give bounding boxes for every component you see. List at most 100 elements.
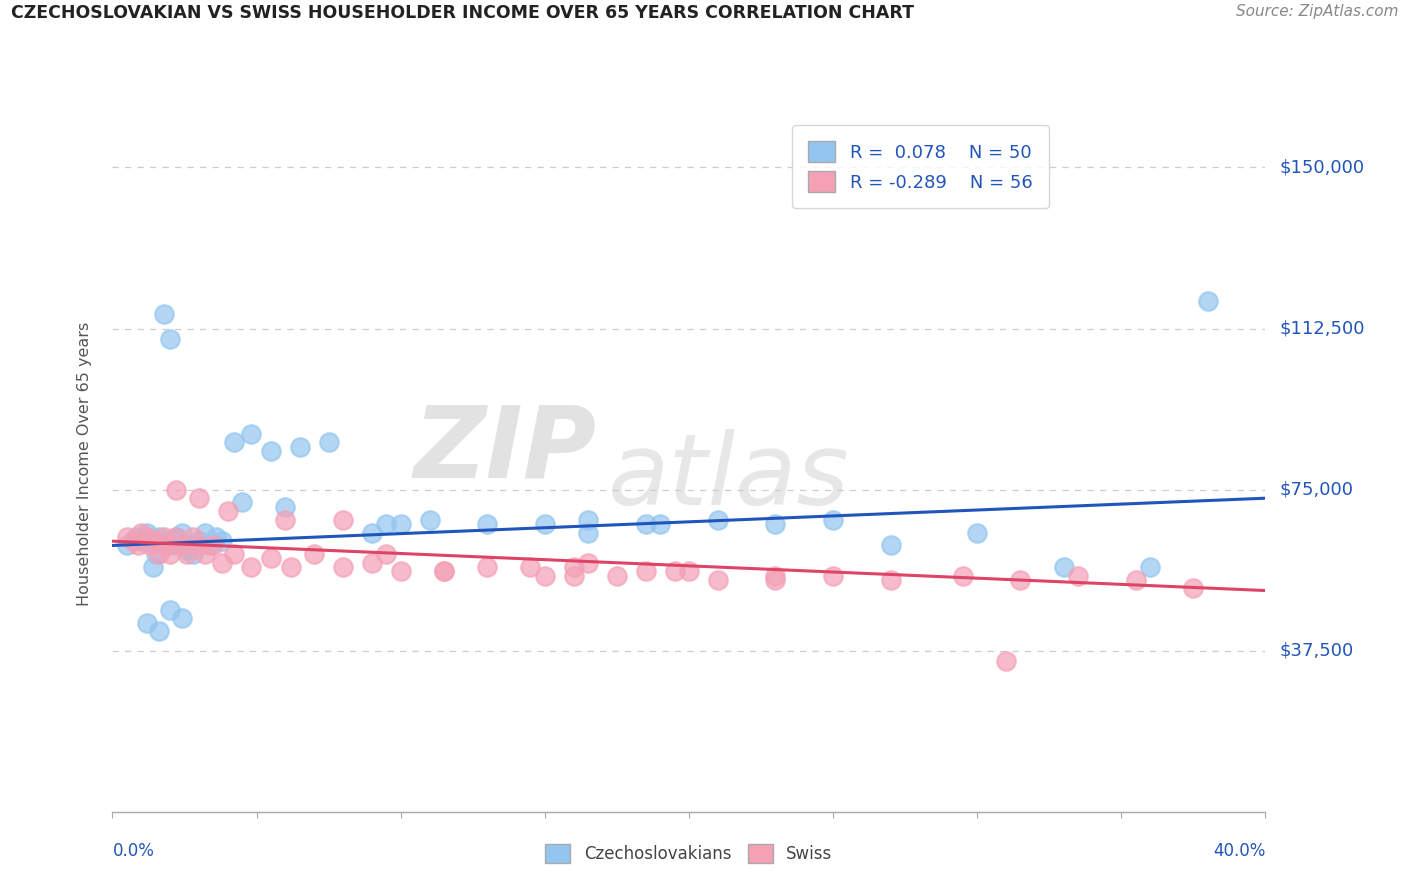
- Point: [360, 525, 382, 540]
- Point: [159, 547, 181, 561]
- Point: [194, 547, 217, 561]
- Point: [1197, 293, 1219, 308]
- Text: ZIP: ZIP: [413, 401, 596, 499]
- Point: [176, 547, 198, 561]
- Point: [1067, 568, 1090, 582]
- Point: [145, 547, 167, 561]
- Point: [165, 483, 187, 497]
- Point: [765, 568, 787, 582]
- Point: [475, 560, 498, 574]
- Point: [433, 564, 456, 578]
- Point: [706, 513, 728, 527]
- Point: [576, 525, 599, 540]
- Point: [821, 568, 844, 582]
- Point: [136, 530, 159, 544]
- Point: [304, 547, 326, 561]
- Text: $75,000: $75,000: [1279, 481, 1354, 499]
- Point: [159, 332, 181, 346]
- Point: [156, 538, 179, 552]
- Text: $150,000: $150,000: [1279, 159, 1364, 177]
- Point: [634, 564, 657, 578]
- Point: [115, 530, 138, 544]
- Point: [181, 547, 204, 561]
- Point: [952, 568, 974, 582]
- Point: [765, 573, 787, 587]
- Point: [576, 556, 599, 570]
- Legend: Czechoslovakians, Swiss: Czechoslovakians, Swiss: [538, 837, 839, 870]
- Point: [148, 530, 170, 544]
- Point: [129, 525, 153, 540]
- Point: [211, 534, 233, 549]
- Point: [678, 564, 700, 578]
- Point: [217, 504, 239, 518]
- Point: [995, 654, 1018, 668]
- Point: [274, 500, 297, 514]
- Point: [139, 538, 162, 552]
- Point: [222, 435, 245, 450]
- Point: [562, 560, 585, 574]
- Point: [170, 538, 193, 552]
- Point: [239, 426, 262, 441]
- Point: [519, 560, 541, 574]
- Y-axis label: Householder Income Over 65 years: Householder Income Over 65 years: [77, 322, 91, 606]
- Point: [121, 534, 143, 549]
- Point: [200, 538, 222, 552]
- Point: [1139, 560, 1161, 574]
- Text: 40.0%: 40.0%: [1213, 842, 1265, 860]
- Point: [706, 573, 728, 587]
- Point: [389, 564, 412, 578]
- Point: [260, 551, 283, 566]
- Point: [664, 564, 686, 578]
- Point: [205, 530, 228, 544]
- Point: [181, 530, 204, 544]
- Point: [1125, 573, 1147, 587]
- Point: [188, 538, 211, 552]
- Point: [1010, 573, 1032, 587]
- Point: [115, 538, 138, 552]
- Point: [170, 525, 193, 540]
- Point: [159, 603, 181, 617]
- Point: [648, 516, 672, 531]
- Text: Source: ZipAtlas.com: Source: ZipAtlas.com: [1236, 4, 1399, 20]
- Text: 0.0%: 0.0%: [112, 842, 155, 860]
- Point: [194, 525, 217, 540]
- Point: [211, 556, 233, 570]
- Point: [153, 534, 176, 549]
- Point: [148, 624, 170, 639]
- Point: [165, 530, 187, 544]
- Point: [433, 564, 456, 578]
- Point: [288, 440, 311, 454]
- Point: [1182, 582, 1205, 596]
- Point: [142, 560, 165, 574]
- Point: [165, 530, 187, 544]
- Point: [202, 538, 225, 552]
- Point: [360, 556, 382, 570]
- Point: [634, 516, 657, 531]
- Text: CZECHOSLOVAKIAN VS SWISS HOUSEHOLDER INCOME OVER 65 YEARS CORRELATION CHART: CZECHOSLOVAKIAN VS SWISS HOUSEHOLDER INC…: [11, 4, 914, 22]
- Point: [239, 560, 262, 574]
- Point: [419, 513, 441, 527]
- Point: [153, 530, 176, 544]
- Point: [136, 615, 159, 630]
- Text: atlas: atlas: [609, 429, 849, 526]
- Point: [318, 435, 340, 450]
- Point: [162, 538, 184, 552]
- Point: [1052, 560, 1074, 574]
- Point: [222, 547, 245, 561]
- Point: [389, 516, 412, 531]
- Point: [533, 516, 555, 531]
- Point: [153, 306, 176, 320]
- Point: [145, 534, 167, 549]
- Point: [280, 560, 302, 574]
- Point: [880, 538, 903, 552]
- Point: [966, 525, 988, 540]
- Point: [260, 444, 283, 458]
- Point: [606, 568, 628, 582]
- Point: [167, 534, 190, 549]
- Point: [129, 534, 153, 549]
- Point: [475, 516, 498, 531]
- Point: [821, 513, 844, 527]
- Point: [375, 516, 398, 531]
- Point: [124, 530, 146, 544]
- Point: [176, 542, 198, 557]
